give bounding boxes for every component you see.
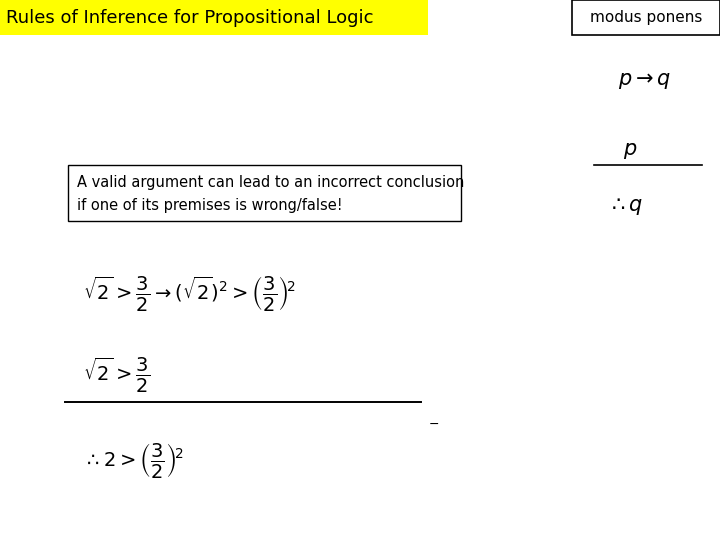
FancyBboxPatch shape [68, 165, 461, 221]
Text: $\sqrt{2} > \dfrac{3}{2}$: $\sqrt{2} > \dfrac{3}{2}$ [83, 356, 150, 395]
Text: A valid argument can lead to an incorrect conclusion: A valid argument can lead to an incorrec… [77, 176, 464, 190]
Text: $\sqrt{2} > \dfrac{3}{2} \rightarrow (\sqrt{2})^2 > \left(\dfrac{3}{2}\right)^{\: $\sqrt{2} > \dfrac{3}{2} \rightarrow (\s… [83, 275, 296, 314]
Text: $\therefore q$: $\therefore q$ [607, 196, 643, 217]
Text: Rules of Inference for Propositional Logic: Rules of Inference for Propositional Log… [6, 9, 373, 26]
Text: modus ponens: modus ponens [590, 10, 703, 25]
Text: $-$: $-$ [428, 417, 439, 430]
FancyBboxPatch shape [572, 0, 720, 35]
Text: $p \rightarrow q$: $p \rightarrow q$ [618, 71, 671, 91]
Text: $p$: $p$ [623, 141, 637, 161]
FancyBboxPatch shape [0, 0, 428, 35]
Text: $\therefore 2 > \left(\dfrac{3}{2}\right)^{\!2}$: $\therefore 2 > \left(\dfrac{3}{2}\right… [83, 441, 183, 480]
Text: if one of its premises is wrong/false!: if one of its premises is wrong/false! [77, 198, 343, 213]
